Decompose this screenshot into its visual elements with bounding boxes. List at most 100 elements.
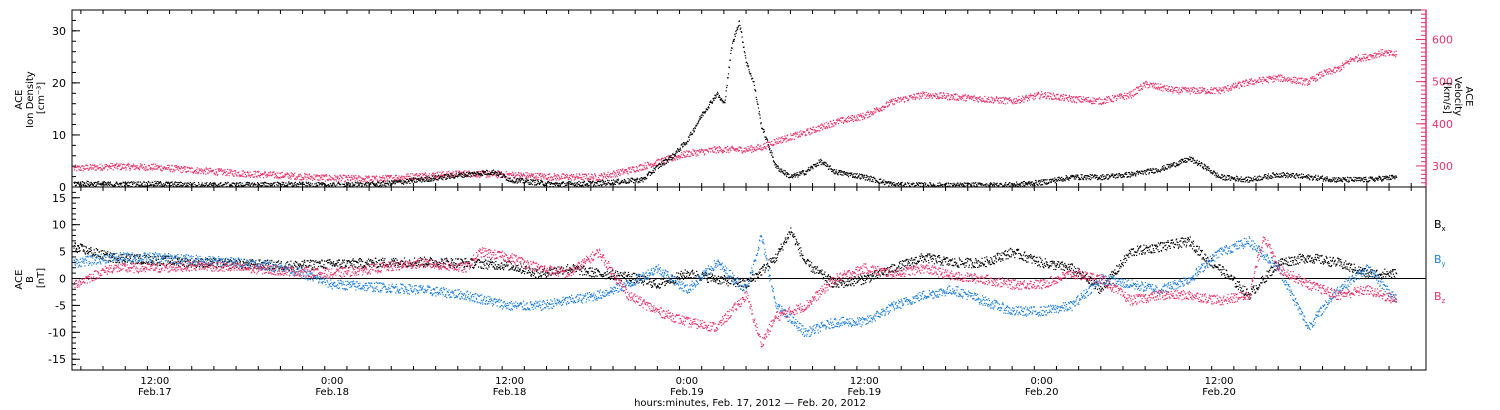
density-series-point bbox=[567, 181, 570, 183]
density-series-point bbox=[141, 182, 143, 184]
density-series-point bbox=[214, 182, 216, 184]
density-series-point bbox=[487, 170, 489, 172]
density-series-point bbox=[712, 101, 714, 103]
velocity-series-point bbox=[249, 176, 251, 178]
velocity-series-point bbox=[379, 179, 381, 181]
density-series-point bbox=[828, 168, 830, 170]
density-series-point bbox=[726, 84, 728, 87]
velocity-series-point bbox=[374, 178, 376, 180]
velocity-series-point bbox=[884, 105, 886, 107]
velocity-series-point bbox=[157, 166, 159, 168]
density-series-point bbox=[375, 182, 377, 185]
velocity-series-point bbox=[97, 165, 99, 167]
density-series-point bbox=[988, 185, 990, 187]
density-series-point bbox=[187, 185, 189, 187]
density-series-point bbox=[345, 182, 347, 184]
density-series-point bbox=[368, 182, 370, 184]
density-series-point bbox=[802, 171, 804, 173]
velocity-series-point bbox=[199, 169, 201, 171]
velocity-series-point bbox=[727, 150, 729, 152]
velocity-series-point bbox=[824, 127, 826, 130]
density-series-point bbox=[463, 176, 466, 178]
velocity-series-point bbox=[1266, 81, 1269, 83]
velocity-series-point bbox=[135, 165, 137, 167]
velocity-series-point bbox=[645, 168, 647, 170]
density-series-point bbox=[178, 185, 180, 187]
velocity-series-point bbox=[173, 169, 175, 171]
velocity-series-point bbox=[990, 96, 992, 98]
velocity-series-point bbox=[123, 163, 125, 165]
velocity-series-point bbox=[214, 173, 216, 175]
density-series-point bbox=[274, 181, 276, 184]
density-series-point bbox=[1039, 181, 1041, 183]
velocity-series-point bbox=[564, 177, 566, 180]
velocity-series-point bbox=[1121, 96, 1124, 98]
velocity-series-point bbox=[1373, 57, 1375, 59]
velocity-series-point bbox=[556, 176, 558, 178]
density-series-point bbox=[321, 184, 323, 186]
velocity-series-point bbox=[1200, 92, 1202, 94]
velocity-series-point bbox=[441, 171, 443, 174]
density-series-point bbox=[763, 129, 765, 131]
velocity-series-point bbox=[129, 168, 131, 170]
density-series-point bbox=[623, 178, 625, 181]
velocity-series-point bbox=[652, 164, 655, 167]
velocity-series-point bbox=[80, 169, 82, 171]
density-series-point bbox=[320, 184, 322, 186]
velocity-series-point bbox=[138, 169, 141, 171]
velocity-series-point bbox=[366, 177, 368, 179]
velocity-series-point bbox=[1156, 87, 1158, 89]
density-series-point bbox=[1057, 177, 1059, 179]
velocity-series-point bbox=[800, 132, 802, 134]
velocity-series-point bbox=[1345, 60, 1347, 62]
velocity-series-point bbox=[433, 176, 436, 178]
density-series-point bbox=[521, 178, 523, 181]
velocity-series-point bbox=[645, 165, 647, 167]
density-series-point bbox=[533, 184, 536, 186]
density-series-point bbox=[899, 183, 901, 185]
velocity-series-point bbox=[209, 171, 211, 173]
velocity-series-point bbox=[832, 123, 834, 125]
density-series-point bbox=[1021, 181, 1023, 183]
velocity-series-point bbox=[170, 168, 172, 170]
velocity-series-point bbox=[1211, 92, 1214, 94]
density-series-point bbox=[503, 173, 505, 175]
velocity-series-point bbox=[544, 176, 546, 178]
density-series-point bbox=[661, 161, 663, 163]
density-series-point bbox=[293, 185, 295, 187]
velocity-series-point bbox=[618, 172, 620, 174]
velocity-series-point bbox=[863, 116, 865, 118]
density-series-point bbox=[266, 182, 268, 184]
velocity-series-point bbox=[881, 107, 883, 109]
velocity-series-point bbox=[111, 165, 113, 167]
density-series-point bbox=[852, 176, 854, 178]
velocity-series-point bbox=[1176, 91, 1178, 93]
velocity-series-point bbox=[1095, 99, 1097, 101]
velocity-series-point bbox=[478, 175, 480, 177]
density-series-point bbox=[619, 182, 621, 184]
velocity-series-point bbox=[507, 174, 509, 176]
density-series-point bbox=[1082, 179, 1085, 181]
velocity-series-point bbox=[875, 108, 877, 110]
velocity-series-point bbox=[186, 171, 188, 173]
velocity-series-point bbox=[405, 177, 407, 179]
velocity-series-point bbox=[762, 147, 764, 149]
velocity-series-point bbox=[1388, 54, 1390, 57]
density-series-point bbox=[297, 183, 299, 185]
density-series-point bbox=[343, 186, 345, 188]
density-series-point bbox=[252, 185, 254, 187]
velocity-series-point bbox=[253, 170, 255, 173]
density-series-point bbox=[911, 183, 913, 185]
density-series-point bbox=[552, 183, 554, 185]
density-series-point bbox=[445, 178, 447, 180]
density-series-point bbox=[780, 171, 782, 173]
density-series-point bbox=[857, 177, 859, 179]
density-series-point bbox=[937, 185, 939, 187]
density-series-point bbox=[1054, 182, 1056, 184]
density-series-point bbox=[683, 142, 685, 144]
velocity-series-point bbox=[342, 178, 344, 180]
velocity-series-point bbox=[963, 99, 965, 101]
velocity-series-point bbox=[346, 177, 348, 179]
velocity-series-point bbox=[128, 163, 130, 165]
velocity-series-point bbox=[907, 100, 910, 102]
